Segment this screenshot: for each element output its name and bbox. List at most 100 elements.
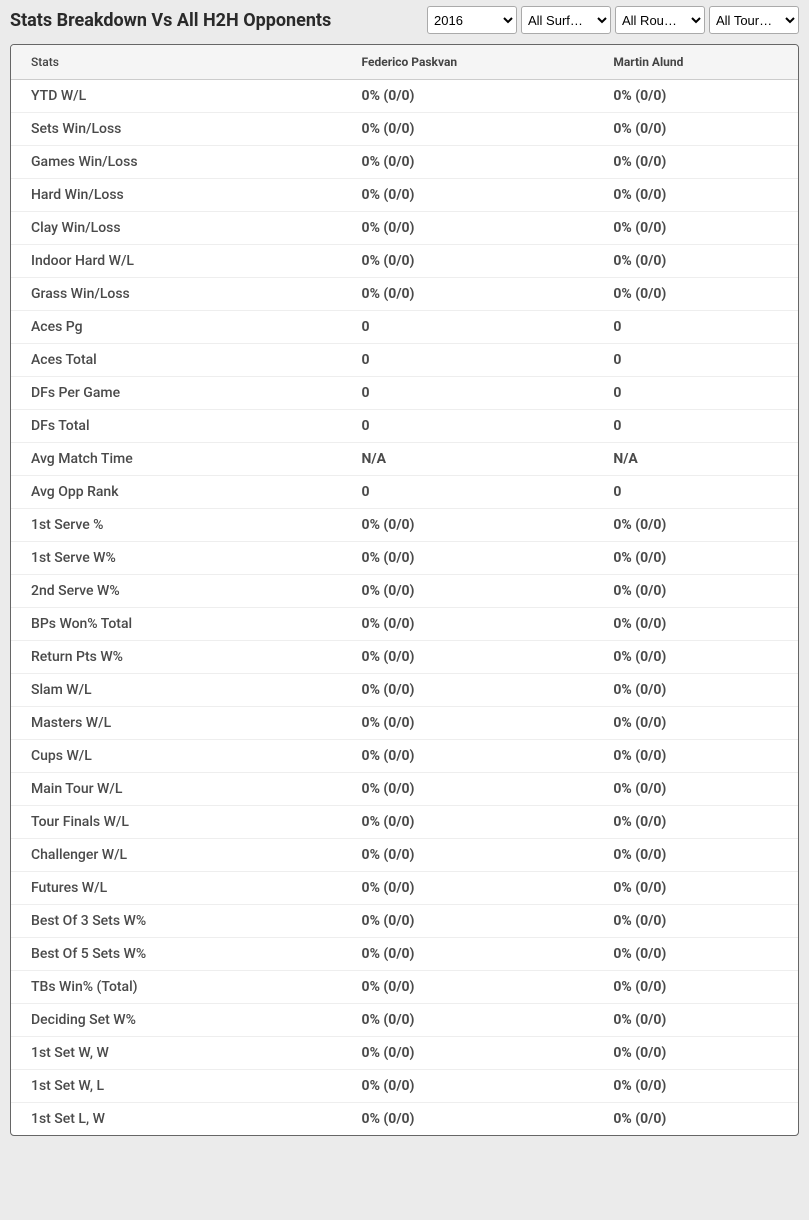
player1-value: 0% (0/0) [342, 542, 594, 575]
player2-value: 0% (0/0) [593, 872, 798, 905]
page-title: Stats Breakdown Vs All H2H Opponents [10, 10, 427, 31]
table-row: 1st Set L, W0% (0/0)0% (0/0) [11, 1103, 798, 1136]
stats-table: Stats Federico Paskvan Martin Alund YTD … [11, 45, 798, 1135]
stat-label: Avg Opp Rank [11, 476, 342, 509]
player2-value: 0% (0/0) [593, 1103, 798, 1136]
player2-value: 0% (0/0) [593, 740, 798, 773]
stat-label: 1st Set W, L [11, 1070, 342, 1103]
stat-label: Challenger W/L [11, 839, 342, 872]
player2-value: 0% (0/0) [593, 113, 798, 146]
table-row: Aces Total00 [11, 344, 798, 377]
player1-value: 0% (0/0) [342, 113, 594, 146]
stats-table-container: Stats Federico Paskvan Martin Alund YTD … [10, 44, 799, 1136]
table-row: 1st Serve W%0% (0/0)0% (0/0) [11, 542, 798, 575]
player2-value: 0% (0/0) [593, 773, 798, 806]
stat-label: Best Of 3 Sets W% [11, 905, 342, 938]
player2-value: 0 [593, 377, 798, 410]
player2-value: N/A [593, 443, 798, 476]
player1-value: 0% (0/0) [342, 179, 594, 212]
player2-value: 0% (0/0) [593, 971, 798, 1004]
player2-value: 0% (0/0) [593, 278, 798, 311]
filter-group: 2016 All Surf… All Rou… All Tour… [427, 6, 799, 34]
table-row: 2nd Serve W%0% (0/0)0% (0/0) [11, 575, 798, 608]
table-row: Best Of 3 Sets W%0% (0/0)0% (0/0) [11, 905, 798, 938]
table-row: Slam W/L0% (0/0)0% (0/0) [11, 674, 798, 707]
table-row: Sets Win/Loss0% (0/0)0% (0/0) [11, 113, 798, 146]
player2-value: 0% (0/0) [593, 938, 798, 971]
table-row: BPs Won% Total0% (0/0)0% (0/0) [11, 608, 798, 641]
player1-value: 0 [342, 410, 594, 443]
player2-value: 0% (0/0) [593, 707, 798, 740]
player1-value: 0 [342, 344, 594, 377]
stat-label: Return Pts W% [11, 641, 342, 674]
player1-value: 0% (0/0) [342, 839, 594, 872]
table-row: Tour Finals W/L0% (0/0)0% (0/0) [11, 806, 798, 839]
year-select[interactable]: 2016 [427, 6, 517, 34]
stat-label: Aces Pg [11, 311, 342, 344]
surface-select[interactable]: All Surf… [521, 6, 611, 34]
player1-value: 0% (0/0) [342, 971, 594, 1004]
table-row: Deciding Set W%0% (0/0)0% (0/0) [11, 1004, 798, 1037]
player2-value: 0 [593, 410, 798, 443]
stat-label: Aces Total [11, 344, 342, 377]
player2-value: 0% (0/0) [593, 245, 798, 278]
player1-value: 0% (0/0) [342, 146, 594, 179]
player2-value: 0% (0/0) [593, 212, 798, 245]
col-header-player2: Martin Alund [593, 45, 798, 80]
stat-label: Games Win/Loss [11, 146, 342, 179]
table-row: Indoor Hard W/L0% (0/0)0% (0/0) [11, 245, 798, 278]
player1-value: 0% (0/0) [342, 806, 594, 839]
player1-value: 0% (0/0) [342, 674, 594, 707]
player1-value: 0% (0/0) [342, 707, 594, 740]
stat-label: Cups W/L [11, 740, 342, 773]
col-header-player1: Federico Paskvan [342, 45, 594, 80]
table-row: Main Tour W/L0% (0/0)0% (0/0) [11, 773, 798, 806]
player2-value: 0% (0/0) [593, 839, 798, 872]
player1-value: 0% (0/0) [342, 509, 594, 542]
player2-value: 0% (0/0) [593, 806, 798, 839]
player1-value: 0% (0/0) [342, 212, 594, 245]
player2-value: 0% (0/0) [593, 905, 798, 938]
table-row: Clay Win/Loss0% (0/0)0% (0/0) [11, 212, 798, 245]
player1-value: 0 [342, 377, 594, 410]
player1-value: 0 [342, 476, 594, 509]
stat-label: BPs Won% Total [11, 608, 342, 641]
table-row: 1st Set W, L0% (0/0)0% (0/0) [11, 1070, 798, 1103]
player2-value: 0% (0/0) [593, 542, 798, 575]
stat-label: Deciding Set W% [11, 1004, 342, 1037]
stat-label: Clay Win/Loss [11, 212, 342, 245]
table-row: Futures W/L0% (0/0)0% (0/0) [11, 872, 798, 905]
player2-value: 0% (0/0) [593, 146, 798, 179]
col-header-stats: Stats [11, 45, 342, 80]
player2-value: 0% (0/0) [593, 575, 798, 608]
player2-value: 0% (0/0) [593, 1037, 798, 1070]
player1-value: 0% (0/0) [342, 1037, 594, 1070]
table-row: Challenger W/L0% (0/0)0% (0/0) [11, 839, 798, 872]
player1-value: 0% (0/0) [342, 278, 594, 311]
table-header-row: Stats Federico Paskvan Martin Alund [11, 45, 798, 80]
table-row: Avg Opp Rank00 [11, 476, 798, 509]
stat-label: Slam W/L [11, 674, 342, 707]
player1-value: 0% (0/0) [342, 1004, 594, 1037]
player2-value: 0 [593, 311, 798, 344]
table-row: Masters W/L0% (0/0)0% (0/0) [11, 707, 798, 740]
stat-label: 1st Serve % [11, 509, 342, 542]
stat-label: DFs Total [11, 410, 342, 443]
player1-value: 0% (0/0) [342, 608, 594, 641]
round-select[interactable]: All Rou… [615, 6, 705, 34]
table-row: DFs Total00 [11, 410, 798, 443]
tour-select[interactable]: All Tour… [709, 6, 799, 34]
player2-value: 0% (0/0) [593, 80, 798, 113]
player2-value: 0% (0/0) [593, 674, 798, 707]
player2-value: 0% (0/0) [593, 179, 798, 212]
stat-label: Masters W/L [11, 707, 342, 740]
player2-value: 0 [593, 476, 798, 509]
player2-value: 0% (0/0) [593, 509, 798, 542]
table-row: 1st Set W, W0% (0/0)0% (0/0) [11, 1037, 798, 1070]
player2-value: 0 [593, 344, 798, 377]
stat-label: 1st Serve W% [11, 542, 342, 575]
stat-label: Tour Finals W/L [11, 806, 342, 839]
player2-value: 0% (0/0) [593, 641, 798, 674]
stat-label: YTD W/L [11, 80, 342, 113]
table-row: YTD W/L0% (0/0)0% (0/0) [11, 80, 798, 113]
